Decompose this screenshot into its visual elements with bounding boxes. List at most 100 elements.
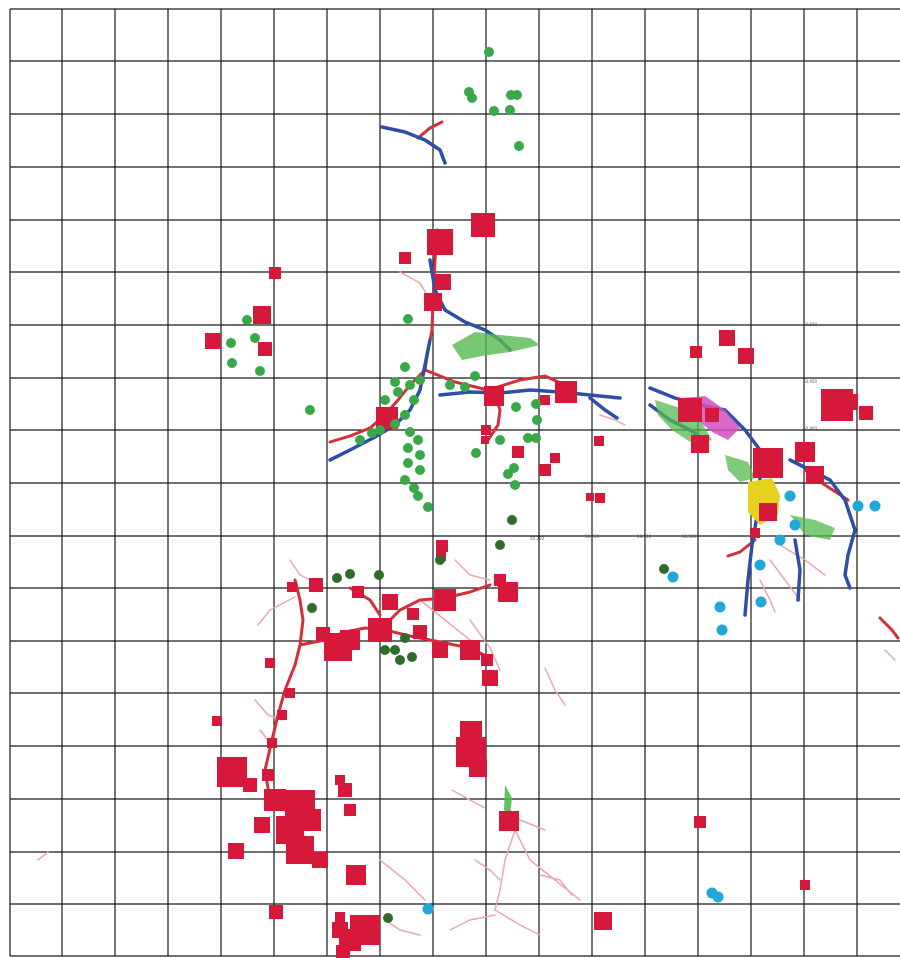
red-square-marker[interactable] (262, 769, 274, 781)
dark-green-dot-marker[interactable] (307, 603, 317, 613)
green-dot-marker[interactable] (415, 465, 425, 475)
red-square-marker[interactable] (340, 630, 360, 650)
red-square-marker[interactable] (424, 293, 442, 311)
green-dot-marker[interactable] (415, 375, 425, 385)
dark-green-dot-marker[interactable] (395, 655, 405, 665)
dark-green-dot-marker[interactable] (659, 564, 669, 574)
red-square-marker[interactable] (286, 836, 314, 864)
green-dot-marker[interactable] (489, 106, 499, 116)
dark-green-dot-marker[interactable] (495, 540, 505, 550)
red-square-marker[interactable] (494, 574, 506, 586)
red-square-marker[interactable] (750, 528, 760, 538)
cyan-dot-marker[interactable] (774, 534, 786, 546)
red-square-marker[interactable] (594, 436, 604, 446)
red-square-marker[interactable] (719, 330, 735, 346)
cyan-dot-marker[interactable] (784, 490, 796, 502)
green-dot-marker[interactable] (400, 410, 410, 420)
red-square-marker[interactable] (434, 589, 456, 611)
red-square-marker[interactable] (555, 381, 577, 403)
green-dot-marker[interactable] (242, 315, 252, 325)
green-dot-marker[interactable] (505, 105, 515, 115)
red-square-marker[interactable] (498, 582, 518, 602)
green-dot-marker[interactable] (523, 433, 533, 443)
red-square-marker[interactable] (228, 843, 244, 859)
green-dot-marker[interactable] (250, 333, 260, 343)
red-square-marker[interactable] (399, 252, 411, 264)
red-square-marker[interactable] (432, 642, 448, 658)
red-square-marker[interactable] (335, 912, 345, 922)
red-square-marker[interactable] (368, 618, 392, 642)
red-square-marker[interactable] (694, 816, 706, 828)
red-square-marker[interactable] (346, 865, 366, 885)
green-dot-marker[interactable] (531, 433, 541, 443)
green-dot-marker[interactable] (460, 382, 470, 392)
red-square-marker[interactable] (312, 852, 328, 868)
red-square-marker[interactable] (481, 425, 491, 435)
green-dot-marker[interactable] (531, 399, 541, 409)
red-square-marker[interactable] (481, 436, 489, 444)
green-dot-marker[interactable] (400, 475, 410, 485)
red-square-marker[interactable] (287, 582, 297, 592)
green-dot-marker[interactable] (511, 402, 521, 412)
red-square-marker[interactable] (413, 625, 427, 639)
red-square-marker[interactable] (691, 435, 709, 453)
green-dot-marker[interactable] (380, 395, 390, 405)
red-square-marker[interactable] (481, 654, 493, 666)
green-dot-marker[interactable] (423, 502, 433, 512)
dark-green-dot-marker[interactable] (380, 645, 390, 655)
dark-green-dot-marker[interactable] (435, 555, 445, 565)
green-dot-marker[interactable] (227, 358, 237, 368)
dark-green-dot-marker[interactable] (383, 913, 393, 923)
green-dot-marker[interactable] (355, 435, 365, 445)
green-dot-marker[interactable] (403, 443, 413, 453)
red-square-marker[interactable] (738, 348, 754, 364)
red-square-marker[interactable] (759, 503, 777, 521)
red-square-marker[interactable] (299, 809, 321, 831)
red-square-marker[interactable] (205, 333, 221, 349)
cyan-dot-marker[interactable] (755, 596, 767, 608)
red-square-marker[interactable] (212, 716, 222, 726)
cyan-dot-marker[interactable] (754, 559, 766, 571)
red-square-marker[interactable] (469, 759, 487, 777)
green-dot-marker[interactable] (532, 415, 542, 425)
cyan-dot-marker[interactable] (869, 500, 881, 512)
red-square-marker[interactable] (269, 905, 283, 919)
green-dot-marker[interactable] (445, 380, 455, 390)
red-square-marker[interactable] (678, 398, 702, 422)
dark-green-dot-marker[interactable] (407, 652, 417, 662)
cyan-dot-marker[interactable] (667, 571, 679, 583)
red-square-marker[interactable] (407, 608, 419, 620)
green-dot-marker[interactable] (484, 47, 494, 57)
cyan-dot-marker[interactable] (716, 624, 728, 636)
red-square-marker[interactable] (499, 811, 519, 831)
red-square-marker[interactable] (800, 880, 810, 890)
cyan-dot-marker[interactable] (789, 519, 801, 531)
red-square-marker[interactable] (471, 213, 495, 237)
red-square-marker[interactable] (586, 493, 594, 501)
red-square-marker[interactable] (460, 640, 480, 660)
red-square-marker[interactable] (277, 710, 287, 720)
red-square-marker[interactable] (753, 448, 783, 478)
red-square-marker[interactable] (243, 778, 257, 792)
green-dot-marker[interactable] (415, 450, 425, 460)
red-square-marker[interactable] (338, 783, 352, 797)
green-dot-marker[interactable] (495, 435, 505, 445)
green-dot-marker[interactable] (367, 428, 377, 438)
red-square-marker[interactable] (484, 386, 504, 406)
red-square-marker[interactable] (269, 267, 281, 279)
dark-green-dot-marker[interactable] (345, 569, 355, 579)
red-square-marker[interactable] (217, 757, 247, 787)
green-dot-marker[interactable] (413, 491, 423, 501)
red-square-marker[interactable] (253, 306, 271, 324)
green-dot-marker[interactable] (390, 419, 400, 429)
dark-green-dot-marker[interactable] (400, 633, 410, 643)
red-square-marker[interactable] (436, 540, 448, 552)
red-square-marker[interactable] (595, 493, 605, 503)
red-square-marker[interactable] (335, 775, 345, 785)
red-square-marker[interactable] (482, 670, 498, 686)
green-dot-marker[interactable] (403, 458, 413, 468)
red-square-marker[interactable] (285, 688, 295, 698)
green-dot-marker[interactable] (470, 371, 480, 381)
red-square-marker[interactable] (435, 274, 451, 290)
